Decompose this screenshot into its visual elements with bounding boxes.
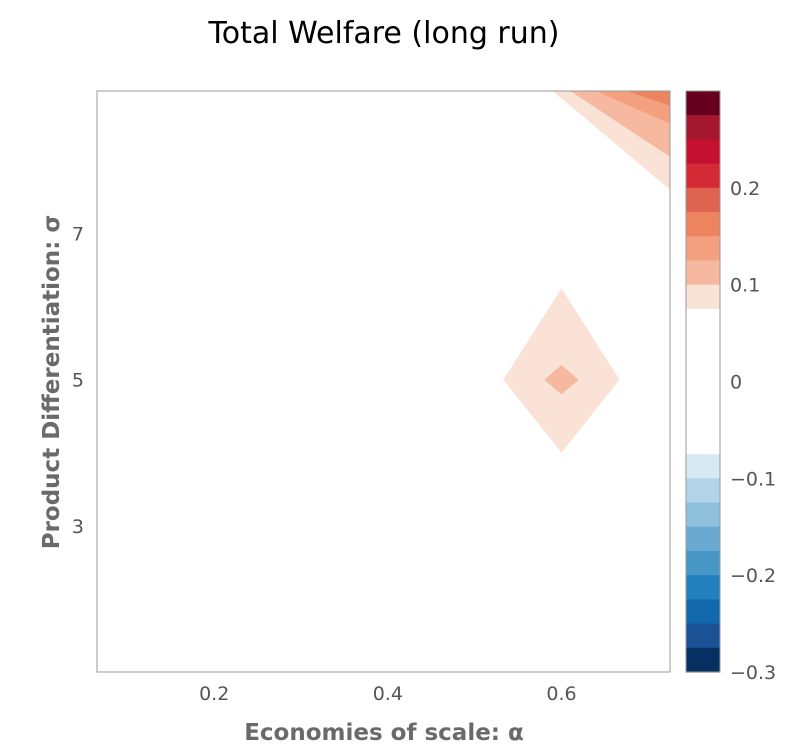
y-tick-label: 3 (72, 516, 84, 538)
colorbar-ticks: 0.2 0.1 0 −0.1 −0.2 −0.3 (730, 178, 776, 684)
contour-region-1 (544, 365, 579, 395)
colorbar (685, 90, 721, 673)
colorbar-tick-label: −0.2 (730, 565, 776, 587)
x-axis-ticks: 0.2 0.4 0.6 (199, 683, 577, 705)
colorbar-level-16 (686, 599, 720, 625)
colorbar-tick-label: 0.2 (730, 178, 760, 200)
colorbar-level-9 (686, 308, 720, 455)
y-axis-label: Product Differentiation: σ (39, 215, 65, 550)
colorbar-level-14 (686, 551, 720, 576)
colorbar-tick-label: 0 (730, 372, 742, 394)
colorbar-level-0 (686, 91, 720, 116)
x-axis-label: Economies of scale: α (244, 720, 524, 746)
colorbar-tick-label: −0.1 (730, 468, 776, 490)
colorbar-level-1 (686, 115, 720, 140)
colorbar-level-5 (686, 212, 720, 237)
plot-area (96, 90, 671, 673)
contour-region-5 (626, 91, 670, 106)
colorbar-level-4 (686, 187, 720, 213)
colorbar-frame (685, 90, 721, 673)
x-tick-label: 0.2 (199, 683, 229, 705)
plot-frame (96, 90, 671, 673)
chart-title: Total Welfare (long run) (208, 16, 560, 51)
colorbar-tick-label: −0.3 (730, 662, 776, 684)
colorbar-tick-label: 0.1 (730, 275, 760, 297)
colorbar-level-17 (686, 623, 720, 649)
colorbar-level-11 (686, 478, 720, 504)
y-tick-label: 7 (72, 224, 84, 246)
colorbar-level-8 (686, 284, 720, 310)
colorbar-level-12 (686, 502, 720, 528)
colorbar-level-10 (686, 454, 720, 479)
colorbar-level-13 (686, 526, 720, 552)
x-tick-label: 0.4 (373, 683, 403, 705)
x-tick-label: 0.6 (546, 683, 576, 705)
y-axis-ticks: 3 5 7 (72, 224, 84, 538)
colorbar-level-15 (686, 575, 720, 600)
colorbar-level-18 (686, 647, 720, 673)
contour-regions (503, 91, 670, 453)
colorbar-level-2 (686, 139, 720, 165)
y-tick-label: 5 (72, 370, 84, 392)
colorbar-level-3 (686, 163, 720, 189)
colorbar-level-6 (686, 236, 720, 262)
colorbar-level-7 (686, 260, 720, 286)
